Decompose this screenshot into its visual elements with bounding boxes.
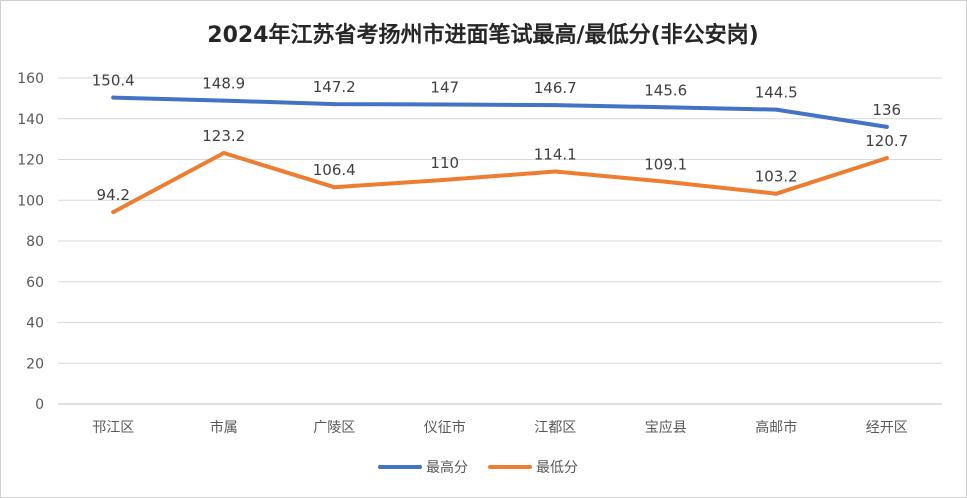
data-point (884, 124, 889, 129)
data-point (332, 102, 337, 107)
data-point (553, 169, 558, 174)
data-label: 147.2 (313, 78, 356, 96)
x-tick-label: 宝应县 (645, 419, 687, 436)
data-label: 123.2 (202, 127, 245, 145)
legend-label-1: 最高分 (426, 459, 468, 476)
legend: 最高分 最低分 (378, 459, 578, 476)
legend-label-2: 最低分 (536, 460, 578, 476)
x-tick-label: 市属 (210, 419, 238, 436)
data-point (774, 191, 779, 196)
x-tick-label: 仪征市 (424, 419, 466, 436)
data-point (221, 150, 226, 155)
data-label: 148.9 (202, 75, 245, 93)
series-lines (111, 95, 889, 215)
data-label: 120.7 (865, 132, 908, 150)
y-tick-label: 20 (26, 356, 44, 372)
data-point (663, 179, 668, 184)
y-tick-label: 60 (26, 275, 44, 291)
data-label: 146.7 (534, 79, 577, 97)
data-point (442, 177, 447, 182)
data-point (663, 105, 668, 110)
data-point (111, 210, 116, 215)
data-point (111, 95, 116, 100)
y-tick-label: 120 (17, 153, 44, 169)
data-labels: 150.4 148.9 147.2 147 146.7 145.6 144.5 136 94.2… (92, 72, 908, 205)
data-label: 110 (430, 154, 459, 172)
data-label: 144.5 (755, 84, 798, 102)
data-label: 147 (430, 78, 459, 96)
gridlines (58, 77, 942, 405)
data-label: 136 (872, 101, 901, 119)
data-label: 109.1 (644, 156, 687, 174)
x-tick-label: 邗江区 (92, 420, 134, 436)
y-tick-label: 0 (35, 397, 44, 413)
y-tick-label: 140 (17, 112, 44, 128)
data-point (442, 102, 447, 107)
x-tick-label: 经开区 (866, 420, 908, 436)
x-tick-label: 广陵区 (313, 420, 355, 436)
chart-title: 2024年江苏省考扬州市进面笔试最高/最低分(非公安岗) (207, 22, 758, 48)
y-tick-label: 100 (17, 193, 44, 209)
data-point (221, 98, 226, 103)
x-axis-ticks: 邗江区 市属 广陵区 仪征市 江都区 宝应县 高邮市 经开区 (92, 419, 908, 436)
y-tick-label: 80 (26, 234, 44, 250)
data-point (332, 185, 337, 190)
data-point (553, 103, 558, 108)
data-label: 106.4 (313, 161, 356, 179)
series-line-1 (111, 95, 889, 129)
y-axis-ticks: 0 20 40 60 80 100 120 140 160 (17, 71, 44, 413)
data-point (774, 107, 779, 112)
y-tick-label: 40 (26, 316, 44, 332)
data-label: 150.4 (92, 72, 135, 90)
data-label: 114.1 (534, 146, 577, 164)
x-tick-label: 高邮市 (755, 419, 797, 436)
data-point (884, 156, 889, 161)
y-tick-label: 160 (17, 71, 44, 87)
x-tick-label: 江都区 (534, 420, 576, 436)
data-label: 103.2 (755, 168, 798, 186)
series-line-2 (111, 151, 889, 215)
data-label: 145.6 (644, 81, 687, 99)
data-label: 94.2 (97, 186, 130, 204)
